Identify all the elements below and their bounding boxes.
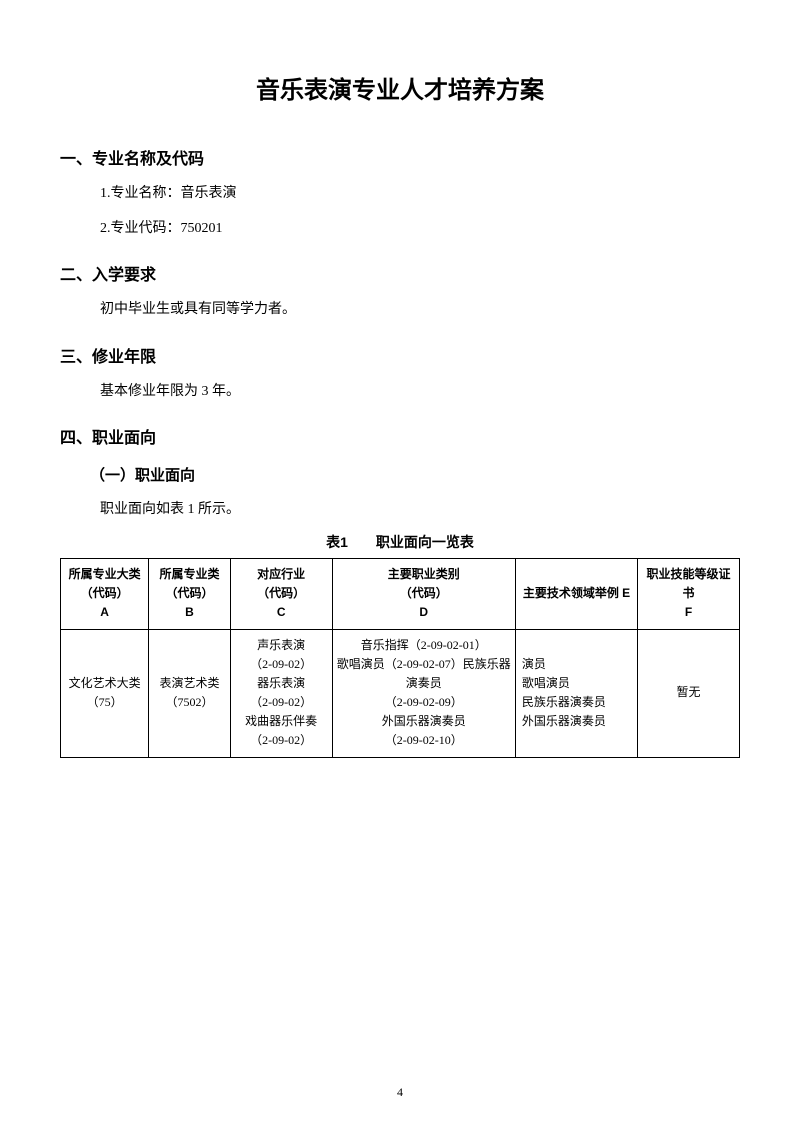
page-number: 4 (0, 1085, 800, 1100)
th-a: 所属专业大类 （代码） A (61, 558, 149, 629)
td-d: 音乐指挥（2-09-02-01） 歌唱演员（2-09-02-07）民族乐器演奏员… (332, 629, 515, 757)
th-c: 对应行业 （代码） C (230, 558, 332, 629)
table-header-row: 所属专业大类 （代码） A 所属专业类 （代码） B 对应行业 （代码） C 主… (61, 558, 740, 629)
section-2-text: 初中毕业生或具有同等学力者。 (100, 297, 740, 322)
td-a: 文化艺术大类（75） (61, 629, 149, 757)
table-row: 文化艺术大类（75） 表演艺术类 （7502） 声乐表演 （2-09-02） 器… (61, 629, 740, 757)
section-4-heading: 四、职业面向 (60, 424, 740, 448)
th-d: 主要职业类别 （代码） D (332, 558, 515, 629)
td-b: 表演艺术类 （7502） (149, 629, 230, 757)
th-e: 主要技术领域举例 E (515, 558, 637, 629)
th-b: 所属专业类 （代码） B (149, 558, 230, 629)
section-3-text: 基本修业年限为 3 年。 (100, 379, 740, 404)
career-table: 所属专业大类 （代码） A 所属专业类 （代码） B 对应行业 （代码） C 主… (60, 558, 740, 758)
th-f: 职业技能等级证书 F (638, 558, 740, 629)
td-e: 演员 歌唱演员 民族乐器演奏员 外国乐器演奏员 (515, 629, 637, 757)
td-c: 声乐表演 （2-09-02） 器乐表演 （2-09-02） 戏曲器乐伴奏 （2-… (230, 629, 332, 757)
section-1-heading: 一、专业名称及代码 (60, 145, 740, 169)
section-4-sub-heading: （一）职业面向 (90, 464, 740, 485)
section-3-heading: 三、修业年限 (60, 343, 740, 367)
section-2-heading: 二、入学要求 (60, 261, 740, 285)
section-1-item-1: 1.专业名称：音乐表演 (100, 181, 740, 206)
section-1-item-2: 2.专业代码：750201 (100, 216, 740, 241)
page-title: 音乐表演专业人才培养方案 (60, 70, 740, 105)
table-caption: 表1 职业面向一览表 (60, 532, 740, 552)
td-f: 暂无 (638, 629, 740, 757)
section-4-text: 职业面向如表 1 所示。 (100, 497, 740, 522)
